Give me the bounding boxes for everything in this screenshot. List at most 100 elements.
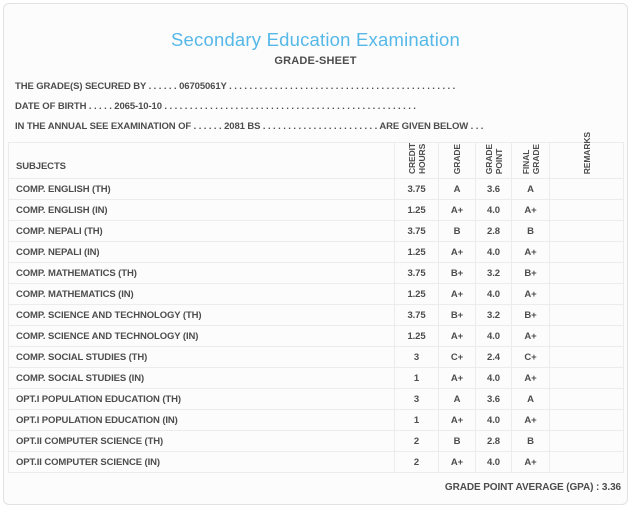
info-line-grades-secured-by: THE GRADE(S) SECURED BY . . . . . . 0670… [15,81,456,92]
info-line-date-of-birth: DATE OF BIRTH . . . . . 2065-10-10 . . .… [15,101,416,112]
cell-credit-hours: 3.75 [394,262,439,284]
cell-grade-point: 2.8 [475,220,512,242]
cell-subject: COMP. NEPALI (IN) [8,241,395,263]
cell-grade: B [438,430,476,452]
cell-grade: B+ [438,304,476,326]
table-row: COMP. MATHEMATICS (TH) 3.75 B+ 3.2 B+ [8,262,624,284]
cell-final-grade: B [511,220,550,242]
cell-remarks [549,346,624,368]
cell-grade-point: 4.0 [475,283,512,305]
cell-remarks [549,304,624,326]
cell-subject: COMP. NEPALI (TH) [8,220,395,242]
cell-credit-hours: 1.25 [394,199,439,221]
cell-grade: A+ [438,199,476,221]
cell-grade-point: 4.0 [475,241,512,263]
cell-credit-hours: 3.75 [394,304,439,326]
table-row: COMP. SOCIAL STUDIES (TH) 3 C+ 2.4 C+ [8,346,624,368]
table-row: COMP. SCIENCE AND TECHNOLOGY (TH) 3.75 B+ 3… [8,304,624,326]
cell-credit-hours: 3.75 [394,178,439,200]
cell-grade-point: 4.0 [475,451,512,473]
cell-final-grade: A+ [511,283,550,305]
cell-final-grade: A+ [511,451,550,473]
cell-final-grade: A [511,178,550,200]
cell-final-grade: B+ [511,304,550,326]
cell-remarks [549,430,624,452]
cell-remarks [549,283,624,305]
cell-credit-hours: 1.25 [394,325,439,347]
cell-credit-hours: 3.75 [394,220,439,242]
page-title: Secondary Education Examination [170,29,460,50]
cell-grade-point: 3.6 [475,388,512,410]
cell-subject: COMP. SCIENCE AND TECHNOLOGY (TH) [8,304,395,326]
cell-final-grade: A+ [511,241,550,263]
cell-remarks [549,199,624,221]
table-row: OPT.I POPULATION EDUCATION (IN) 1 A+ 4.0 A+ [8,409,624,431]
cell-grade: A [438,178,476,200]
cell-grade: B+ [438,262,476,284]
cell-subject: OPT.I POPULATION EDUCATION (TH) [8,388,395,410]
cell-credit-hours: 2 [394,430,439,452]
cell-grade-point: 4.0 [475,325,512,347]
cell-grade: A+ [438,283,476,305]
cell-remarks [549,178,624,200]
cell-subject: COMP. SOCIAL STUDIES (IN) [8,367,395,389]
cell-subject: COMP. MATHEMATICS (TH) [8,262,395,284]
candidate-info: THE GRADE(S) SECURED BY . . . . . . 0670… [15,80,623,133]
cell-subject: OPT.I POPULATION EDUCATION (IN) [8,409,395,431]
cell-final-grade: A+ [511,199,550,221]
cell-final-grade: A [511,388,550,410]
cell-subject: COMP. SCIENCE AND TECHNOLOGY (IN) [8,325,395,347]
cell-grade-point: 4.0 [475,199,512,221]
column-header-subjects: SUBJECTS [8,142,395,179]
column-header-grade-point: GRADE POINT [475,142,512,179]
cell-subject: OPT.II COMPUTER SCIENCE (IN) [8,451,395,473]
cell-grade-point: 3.6 [475,178,512,200]
cell-final-grade: C+ [511,346,550,368]
cell-grade-point: 4.0 [475,367,512,389]
cell-remarks [549,325,624,347]
table-row: COMP. SOCIAL STUDIES (IN) 1 A+ 4.0 A+ [8,367,624,389]
cell-grade: A+ [438,409,476,431]
cell-credit-hours: 2 [394,451,439,473]
cell-credit-hours: 1 [394,409,439,431]
column-header-credit-hours: CREDIT HOURS [394,142,439,179]
cell-grade-point: 2.8 [475,430,512,452]
gpa-summary: GRADE POINT AVERAGE (GPA) : 3.36 [444,482,621,493]
cell-credit-hours: 1.25 [394,283,439,305]
table-row: OPT.II COMPUTER SCIENCE (TH) 2 B 2.8 B [8,430,624,452]
cell-grade: A [438,388,476,410]
cell-grade: C+ [438,346,476,368]
cell-grade: A+ [438,241,476,263]
cell-credit-hours: 1 [394,367,439,389]
table-row: COMP. ENGLISH (IN) 1.25 A+ 4.0 A+ [8,199,624,221]
remarks-label: REMARKS [581,131,592,174]
table-row: COMP. ENGLISH (TH) 3.75 A 3.6 A [8,178,624,200]
cell-credit-hours: 3 [394,388,439,410]
cell-final-grade: A+ [511,325,550,347]
cell-final-grade: B [511,430,550,452]
info-line-examination-year: IN THE ANNUAL SEE EXAMINATION OF . . . .… [15,121,484,132]
cell-grade: A+ [438,367,476,389]
cell-grade-point: 3.2 [475,262,512,284]
table-row: COMP. MATHEMATICS (IN) 1.25 A+ 4.0 A+ [8,283,624,305]
cell-final-grade: A+ [511,367,550,389]
cell-remarks [549,388,624,410]
column-header-grade: GRADE [438,142,476,179]
column-header-final-grade: FINAL GRADE [511,142,550,179]
cell-remarks [549,241,624,263]
table-header-row: SUBJECTS CREDIT HOURS GRADE GRADE POINT … [8,132,624,179]
cell-remarks [549,367,624,389]
page-subtitle: GRADE-SHEET [274,55,357,67]
cell-grade: A+ [438,325,476,347]
cell-subject: COMP. MATHEMATICS (IN) [8,283,395,305]
cell-credit-hours: 3 [394,346,439,368]
cell-credit-hours: 1.25 [394,241,439,263]
cell-grade-point: 3.2 [475,304,512,326]
cell-remarks [549,409,624,431]
cell-final-grade: B+ [511,262,550,284]
cell-grade: B [438,220,476,242]
table-row: OPT.I POPULATION EDUCATION (TH) 3 A 3.6 A [8,388,624,410]
cell-remarks [549,262,624,284]
credit-hours-label: CREDIT HOURS [406,142,427,174]
cell-grade: A+ [438,451,476,473]
